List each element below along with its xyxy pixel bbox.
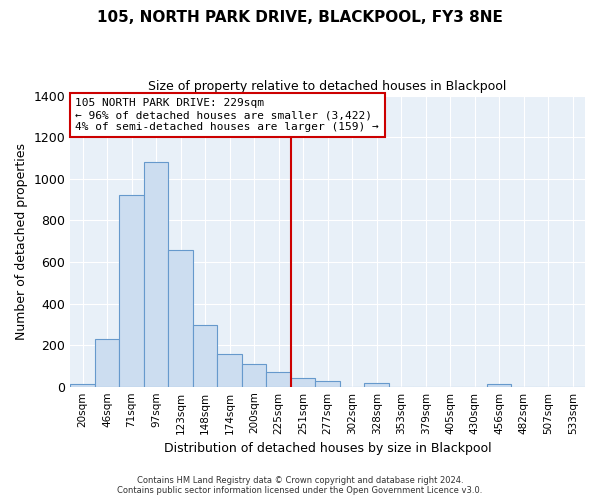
Bar (217, 354, 242, 386)
Bar (487, 384, 511, 386)
Text: 105, NORTH PARK DRIVE, BLACKPOOL, FY3 8NE: 105, NORTH PARK DRIVE, BLACKPOOL, FY3 8N… (97, 10, 503, 25)
Bar (242, 364, 266, 386)
Bar (266, 372, 291, 386)
Bar (144, 162, 169, 386)
Bar (364, 383, 389, 386)
Bar (169, 250, 193, 386)
Title: Size of property relative to detached houses in Blackpool: Size of property relative to detached ho… (148, 80, 507, 93)
Y-axis label: Number of detached properties: Number of detached properties (15, 142, 28, 340)
Bar (193, 326, 217, 386)
Bar (95, 340, 119, 386)
Text: Contains HM Land Registry data © Crown copyright and database right 2024.
Contai: Contains HM Land Registry data © Crown c… (118, 476, 482, 495)
Bar (316, 382, 340, 386)
Text: 105 NORTH PARK DRIVE: 229sqm
← 96% of detached houses are smaller (3,422)
4% of : 105 NORTH PARK DRIVE: 229sqm ← 96% of de… (76, 98, 379, 132)
Bar (119, 196, 144, 386)
X-axis label: Distribution of detached houses by size in Blackpool: Distribution of detached houses by size … (164, 442, 491, 455)
Bar (291, 378, 316, 386)
Bar (70, 384, 95, 386)
